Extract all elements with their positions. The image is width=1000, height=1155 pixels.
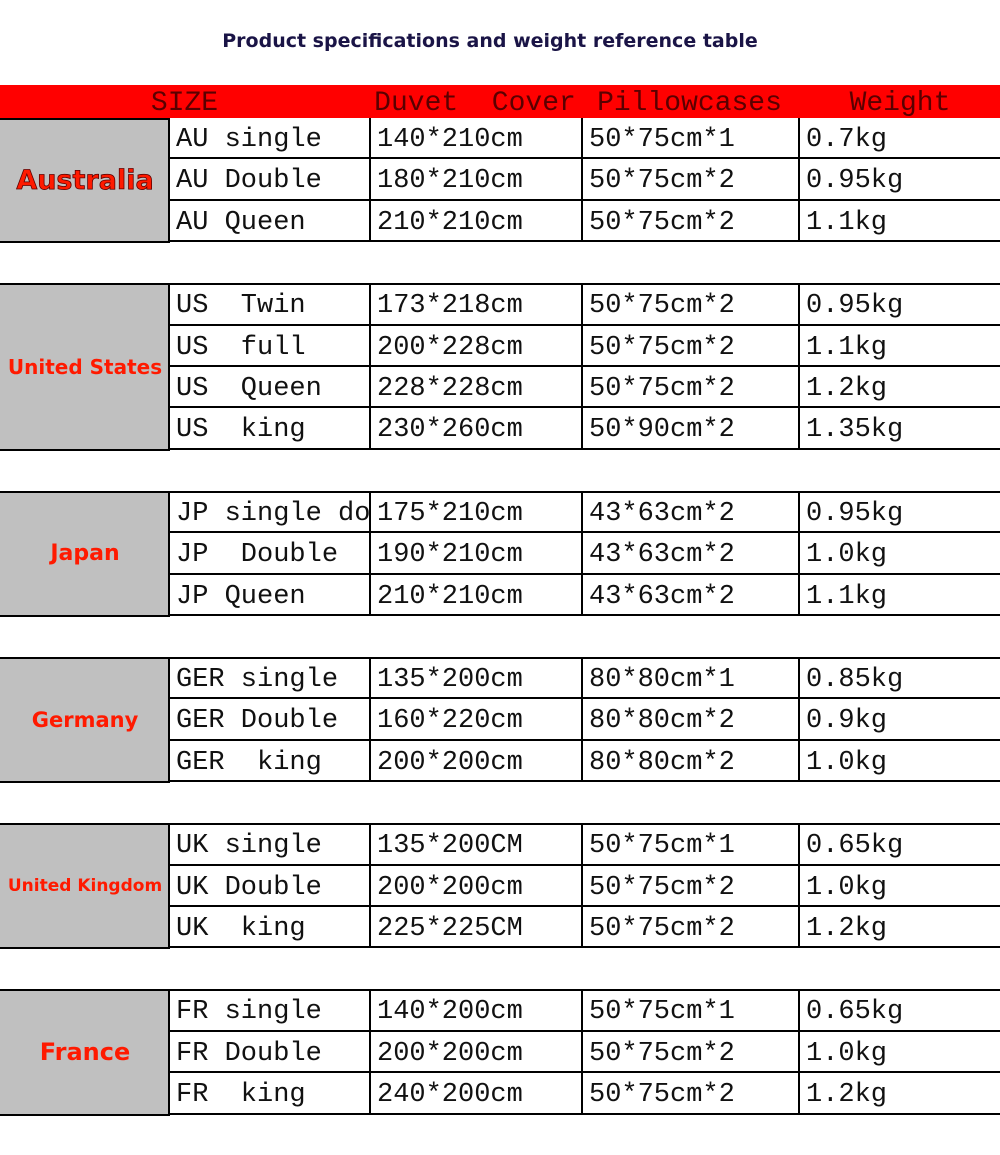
table-cell: 43*63cm*2 [581, 574, 798, 616]
table-cell: US king [168, 408, 369, 450]
header-cell: SIZE [150, 88, 219, 118]
table-cell: AU Queen [168, 200, 369, 243]
table-cell: 210*210cm [369, 574, 581, 616]
table-cell: 173*218cm [369, 284, 581, 326]
header-cell: Weight [849, 88, 951, 118]
country-cell: Australia [0, 118, 170, 244]
table-cell: 1.0kg [798, 865, 1000, 907]
table-cell: 50*75cm*1 [581, 824, 798, 866]
table-cell: 50*75cm*2 [581, 1073, 798, 1115]
table-cell: 1.1kg [798, 200, 1000, 243]
table-cell: GER Double [168, 699, 369, 741]
header-cell: Duvet Cover [374, 88, 576, 118]
table-cell: 160*220cm [369, 699, 581, 741]
table-cell: JP single double [168, 491, 369, 534]
row-top-line [168, 283, 1000, 286]
table-cell: 0.65kg [798, 990, 1000, 1032]
table-cell: 210*210cm [369, 200, 581, 243]
row-top-line [168, 490, 1000, 493]
table-cell: 0.95kg [798, 159, 1000, 201]
title: Product specifications and weight refere… [222, 30, 758, 52]
table-cell: 43*63cm*2 [581, 491, 798, 534]
table-cell: 225*225CM [369, 907, 581, 949]
table-cell: JP Double [168, 533, 369, 575]
table-cell: 80*80cm*2 [581, 740, 798, 783]
table-cell: 50*75cm*1 [581, 118, 798, 160]
table-cell: 43*63cm*2 [581, 533, 798, 575]
table-cell: 1.0kg [798, 1031, 1000, 1074]
table-cell: 200*200cm [369, 1031, 581, 1074]
table-cell: UK Double [168, 865, 369, 907]
table-cell: 0.95kg [798, 491, 1000, 534]
table-cell: US Queen [168, 367, 369, 409]
table-cell: US Twin [168, 284, 369, 326]
table-cell: 135*200CM [369, 824, 581, 866]
table-cell: 175*210cm [369, 491, 581, 534]
table-cell: 50*75cm*2 [581, 907, 798, 949]
table-cell: 50*75cm*2 [581, 284, 798, 326]
table-cell: FR king [168, 1073, 369, 1115]
row-top-line [168, 657, 1000, 659]
table-cell: 228*228cm [369, 367, 581, 409]
table-cell: US full [168, 325, 369, 367]
table-cell: 1.1kg [798, 574, 1000, 616]
table-cell: 180*210cm [369, 159, 581, 201]
table-cell: 1.1kg [798, 325, 1000, 367]
table-cell: 230*260cm [369, 408, 581, 450]
table-cell: 50*75cm*2 [581, 325, 798, 367]
table-cell: 50*75cm*2 [581, 865, 798, 907]
table-cell: 240*200cm [369, 1073, 581, 1115]
table-cell: 0.7kg [798, 118, 1000, 160]
table-cell: 50*75cm*2 [581, 200, 798, 243]
table-cell: UK king [168, 907, 369, 949]
header-cell: Pillowcases [597, 88, 782, 118]
table-cell: 200*200cm [369, 740, 581, 783]
country-cell: France [0, 989, 170, 1116]
table-cell: GER single [168, 658, 369, 700]
table-cell: 50*75cm*2 [581, 159, 798, 201]
table-cell: 1.35kg [798, 408, 1000, 450]
table-cell: 0.85kg [798, 658, 1000, 700]
table-cell: FR Double [168, 1031, 369, 1074]
table-cell: 50*90cm*2 [581, 408, 798, 450]
country-cell: United Kingdom [0, 823, 170, 950]
country-cell: Germany [0, 657, 170, 784]
table-cell: 1.2kg [798, 1073, 1000, 1115]
row-top-line [168, 989, 1000, 992]
table-cell: 1.2kg [798, 907, 1000, 949]
row-top-line [168, 823, 1000, 826]
table-cell: 0.9kg [798, 699, 1000, 741]
table-cell: 0.65kg [798, 824, 1000, 866]
table-cell: 0.95kg [798, 284, 1000, 326]
table-cell: 1.0kg [798, 533, 1000, 575]
table-cell: UK single [168, 824, 369, 866]
country-cell: United States [0, 283, 170, 451]
table-cell: 200*200cm [369, 865, 581, 907]
table-cell: 50*75cm*2 [581, 1031, 798, 1074]
table-cell: 1.0kg [798, 740, 1000, 783]
table-cell: 200*228cm [369, 325, 581, 367]
country-cell: Japan [0, 490, 170, 617]
table-cell: 140*210cm [369, 118, 581, 160]
table-cell: FR single [168, 990, 369, 1032]
table-cell: 80*80cm*2 [581, 699, 798, 741]
table-cell: JP Queen [168, 574, 369, 616]
table-cell: 1.2kg [798, 367, 1000, 409]
table-cell: 135*200cm [369, 658, 581, 700]
table-cell: 80*80cm*1 [581, 658, 798, 700]
table-cell: 50*75cm*2 [581, 367, 798, 409]
table-cell: 140*200cm [369, 990, 581, 1032]
header-band [0, 85, 1000, 118]
table-cell: 190*210cm [369, 533, 581, 575]
table-cell: AU single [168, 118, 369, 160]
table-cell: 50*75cm*1 [581, 990, 798, 1032]
table-cell: GER king [168, 740, 369, 783]
table-cell: AU Double [168, 159, 369, 201]
